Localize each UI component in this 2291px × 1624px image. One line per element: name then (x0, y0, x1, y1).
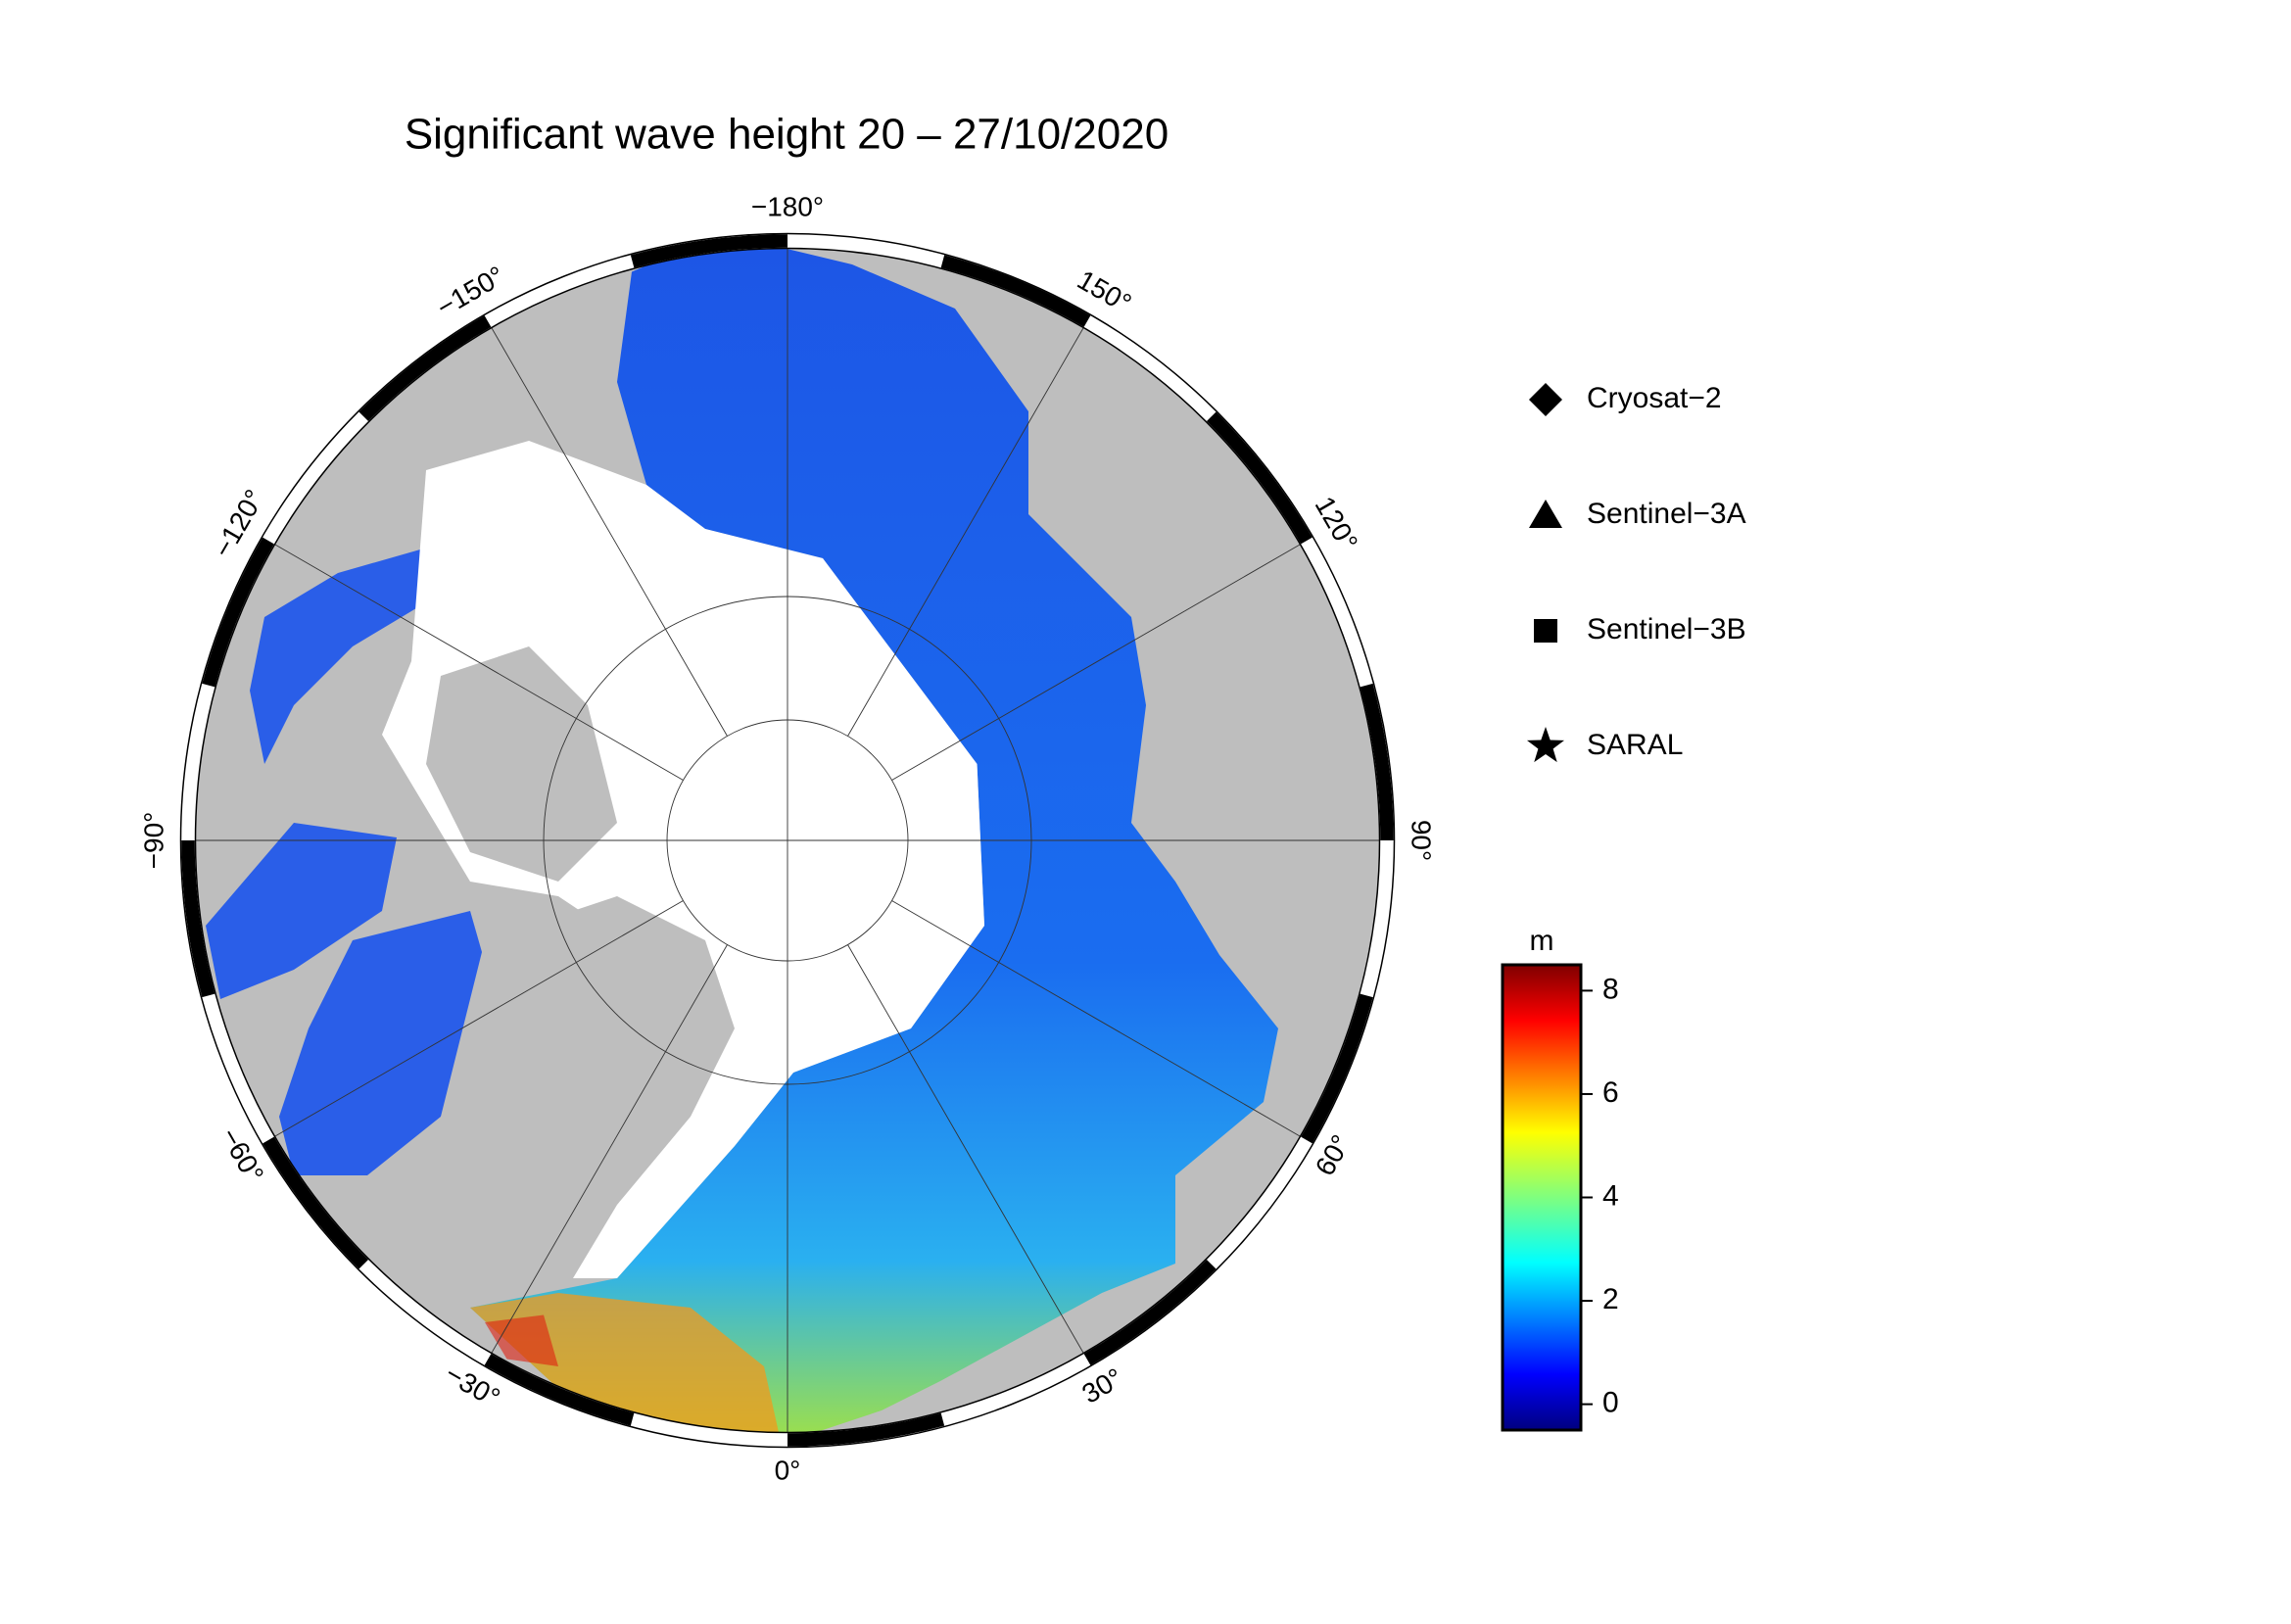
ocean-data (470, 248, 1278, 1433)
map-content (206, 248, 1278, 1433)
peak-waves (485, 1314, 558, 1366)
archipelago-data (250, 544, 441, 764)
ring-segment (484, 1354, 635, 1426)
meridian (847, 944, 1084, 1354)
ring-segment (787, 1412, 945, 1447)
colorbar-unit: m (1530, 925, 1554, 957)
title: Significant wave height 20 – 27/10/2020 (405, 111, 1169, 159)
lon-label: 0° (775, 1455, 801, 1485)
islands (426, 646, 617, 882)
meridian (491, 944, 728, 1354)
colorbar-tick-label: 2 (1602, 1283, 1619, 1315)
greenland (397, 896, 735, 1293)
ring-segment (358, 315, 492, 422)
lon-label: 90° (1407, 820, 1437, 861)
colorbar-tick-label: 6 (1602, 1076, 1619, 1109)
lon-label: −60° (215, 1122, 269, 1187)
legend-marker (1529, 500, 1562, 528)
legend-label: SARAL (1587, 729, 1683, 761)
ring-segment (263, 1136, 369, 1269)
legend-label: Sentinel−3A (1587, 498, 1746, 530)
meridian (491, 327, 728, 737)
lon-label: −90° (138, 812, 168, 870)
ring-segment (181, 839, 215, 998)
lon-label: −180° (751, 191, 824, 221)
map (179, 232, 1396, 1449)
lon-label: −150° (432, 261, 510, 323)
meridian (891, 900, 1301, 1137)
graticule (195, 248, 1380, 1433)
ring-segment (1083, 1259, 1217, 1365)
ring-segment (202, 537, 274, 688)
colorbar-gradient (1501, 963, 1583, 1432)
colorbar-tick-label: 4 (1602, 1179, 1619, 1212)
ring-segment (1206, 411, 1313, 545)
meridian (891, 544, 1301, 781)
ring-outer (179, 232, 1396, 1449)
colorbar-tick-label: 8 (1602, 973, 1619, 1005)
colorbar-tick-label: 0 (1602, 1387, 1619, 1419)
meridian (274, 544, 684, 781)
meridian (847, 327, 1084, 737)
legend-marker (1526, 727, 1565, 763)
legend: Cryosat−2 Sentinel−3A Sentinel−3B SARAL (1526, 382, 1746, 763)
ring-segment (1301, 993, 1373, 1144)
meridian (274, 900, 684, 1137)
legend-marker (1529, 383, 1562, 416)
ring-segment (630, 234, 788, 268)
ring-segment (1360, 683, 1394, 841)
map-border (194, 247, 1381, 1434)
legend-marker (1534, 619, 1557, 643)
hudson-data (206, 823, 397, 999)
legend-label: Cryosat−2 (1587, 382, 1722, 414)
ring-segment (940, 255, 1091, 327)
frame-ring (179, 232, 1396, 1449)
legend-label: Sentinel−3B (1587, 613, 1746, 645)
colorbar: m 0 2 4 6 8 (1501, 925, 1619, 1432)
